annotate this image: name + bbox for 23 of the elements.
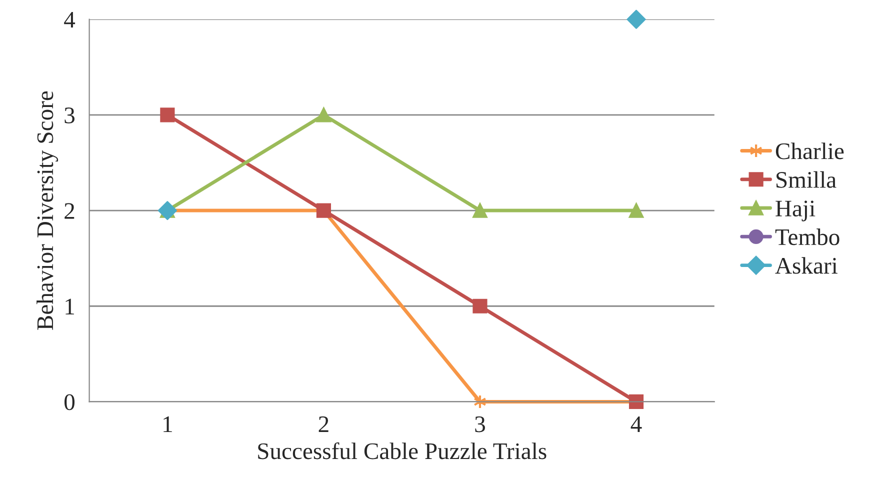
legend-label: Smilla [776,171,836,188]
point [472,298,488,314]
point [158,201,177,220]
point [316,108,332,122]
y-tick-label: 3 [64,108,74,124]
x-tick-label: 3 [475,416,485,432]
y-axis-title: Behavior Diversity Score [36,91,58,330]
x-tick-label: 1 [164,416,172,432]
legend-label: Haji [776,200,816,222]
point [160,108,175,122]
x-tick-label: 2 [318,416,328,432]
y-tick-label: 1 [66,298,74,314]
point [626,10,646,29]
x-axis-title: Successful Cable Puzzle Trials [258,442,546,460]
y-tick-label: 2 [64,203,74,219]
point [628,203,644,218]
point [472,203,488,218]
legend-label: Askari [775,257,838,274]
legend-label: Charlie [776,142,844,160]
x-tick-label: 4 [630,416,642,432]
legend-label: Tembo [775,228,840,246]
y-tick-label: 0 [64,394,75,410]
y-tick-label: 4 [64,12,76,28]
